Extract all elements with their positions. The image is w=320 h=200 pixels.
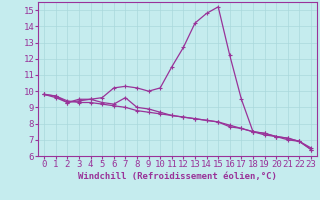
X-axis label: Windchill (Refroidissement éolien,°C): Windchill (Refroidissement éolien,°C) <box>78 172 277 181</box>
